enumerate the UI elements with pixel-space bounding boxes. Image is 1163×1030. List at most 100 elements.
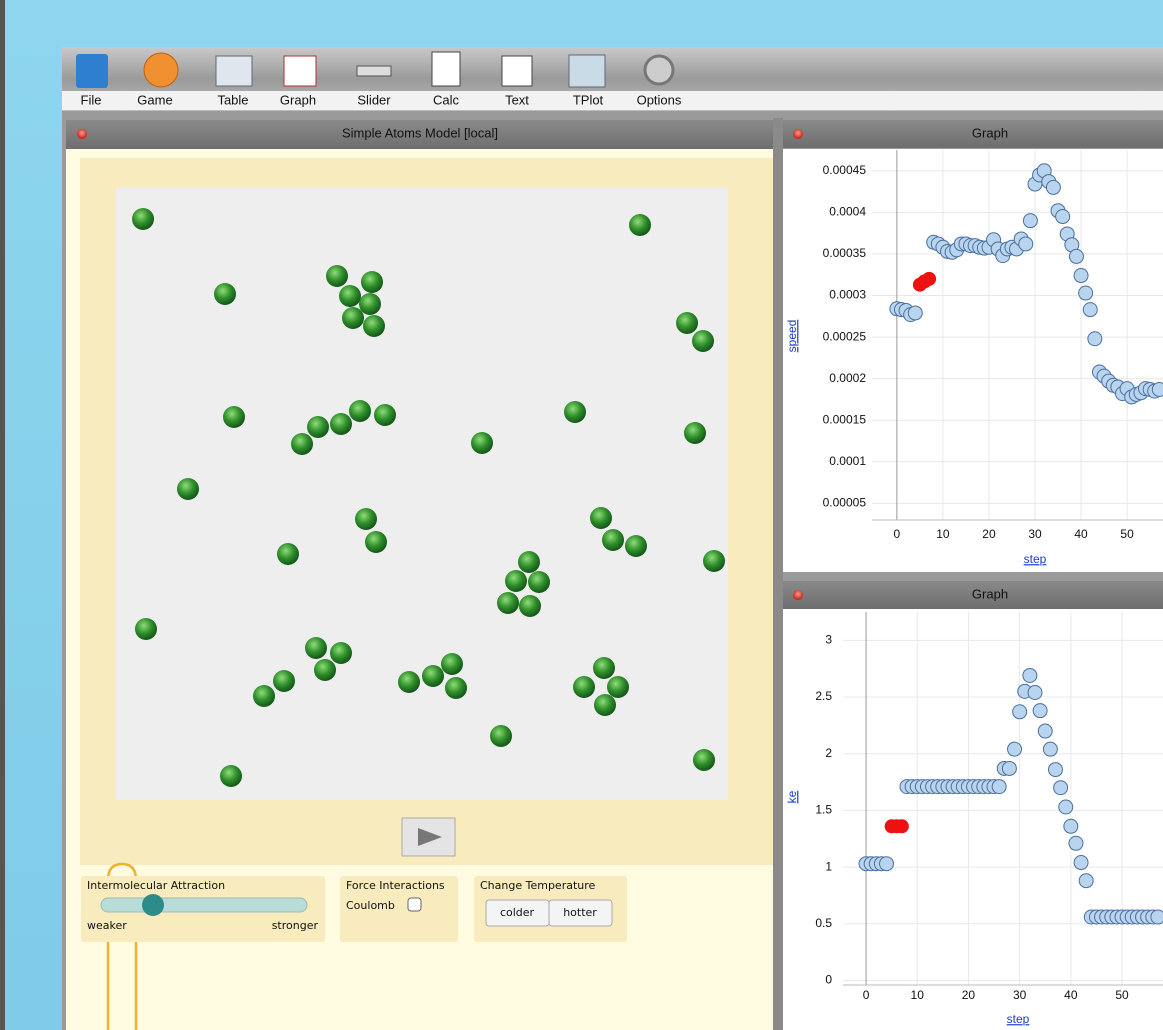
data-point	[1023, 668, 1037, 682]
atom	[607, 676, 629, 698]
toolbar-label[interactable]: Text	[505, 92, 529, 107]
data-point	[908, 306, 922, 320]
atom	[291, 433, 313, 455]
graph-icon	[284, 56, 316, 86]
atom	[497, 592, 519, 614]
data-point	[1151, 910, 1163, 924]
atom	[365, 531, 387, 553]
atom	[528, 571, 550, 593]
splitter	[773, 118, 783, 1030]
data-point	[1043, 742, 1057, 756]
atom	[355, 508, 377, 530]
file-icon	[76, 54, 108, 88]
atom	[273, 670, 295, 692]
calc-icon	[432, 52, 460, 86]
toolbar-label[interactable]: Calc	[433, 92, 460, 107]
toolbar-label[interactable]: File	[81, 92, 102, 107]
table-icon	[216, 56, 252, 86]
graph-body	[783, 609, 1163, 1030]
data-point	[1056, 210, 1070, 224]
close-button[interactable]	[77, 129, 87, 139]
slider-icon	[357, 66, 391, 76]
x-axis-label[interactable]: step	[1007, 1012, 1030, 1026]
model-title: Simple Atoms Model [local]	[342, 125, 498, 140]
y-tick-label: 2.5	[815, 689, 832, 703]
y-axis-label[interactable]: speed	[785, 320, 799, 353]
y-tick-label: 0	[825, 973, 832, 987]
data-point	[1038, 724, 1052, 738]
data-point	[1048, 763, 1062, 777]
atom	[471, 432, 493, 454]
atom	[703, 550, 725, 572]
y-tick-label: 0.5	[815, 916, 832, 930]
atom	[398, 671, 420, 693]
data-point	[1033, 704, 1047, 718]
tplot-icon	[569, 55, 605, 87]
atom	[177, 478, 199, 500]
atom	[692, 330, 714, 352]
close-button[interactable]	[793, 129, 803, 139]
slider-knob[interactable]	[142, 894, 164, 916]
atom	[314, 659, 336, 681]
close-button[interactable]	[793, 590, 803, 600]
y-tick-label: 0.00005	[823, 496, 867, 510]
text-icon	[502, 56, 532, 86]
atom	[518, 551, 540, 573]
y-tick-label: 0.0003	[829, 288, 866, 302]
atom	[590, 507, 612, 529]
atom	[676, 312, 698, 334]
atom	[693, 749, 715, 771]
data-point	[1054, 781, 1068, 795]
x-tick-label: 10	[911, 988, 925, 1002]
min-label: weaker	[87, 919, 127, 932]
atom	[625, 535, 647, 557]
atom	[326, 265, 348, 287]
atom	[593, 657, 615, 679]
slider-track[interactable]	[101, 898, 307, 912]
data-point	[1013, 705, 1027, 719]
graph-title: Graph	[972, 586, 1008, 601]
y-tick-label: 0.00045	[823, 163, 867, 177]
toolbar-label[interactable]: Graph	[280, 92, 316, 107]
atom	[374, 404, 396, 426]
atom	[305, 637, 327, 659]
toolbar-label[interactable]: TPlot	[573, 92, 604, 107]
x-tick-label: 40	[1074, 527, 1088, 541]
toolbar-label[interactable]: Table	[217, 92, 248, 107]
x-tick-label: 30	[1013, 988, 1027, 1002]
coulomb-checkbox[interactable]	[408, 898, 421, 911]
toolbar-label[interactable]: Game	[137, 92, 172, 107]
atom	[363, 315, 385, 337]
data-point	[992, 780, 1006, 794]
data-point	[922, 272, 936, 286]
atom	[277, 543, 299, 565]
y-tick-label: 0.0002	[829, 371, 866, 385]
x-tick-label: 10	[936, 527, 950, 541]
y-tick-label: 0.0001	[829, 454, 866, 468]
atom	[602, 529, 624, 551]
atom	[135, 618, 157, 640]
toolbar-label[interactable]: Options	[637, 92, 682, 107]
toolbar-label[interactable]: Slider	[357, 92, 391, 107]
x-tick-label: 0	[863, 988, 870, 1002]
atom	[359, 293, 381, 315]
x-tick-label: 30	[1028, 527, 1042, 541]
force-label: Force Interactions	[346, 879, 445, 892]
game-icon	[144, 53, 178, 87]
x-tick-label: 50	[1120, 527, 1134, 541]
atom	[342, 307, 364, 329]
data-point	[1069, 836, 1083, 850]
temperature-label: Change Temperature	[480, 879, 596, 892]
x-tick-label: 20	[962, 988, 976, 1002]
x-axis-label[interactable]: step	[1024, 552, 1047, 566]
y-axis-label[interactable]: ke	[785, 790, 799, 803]
atom	[684, 422, 706, 444]
y-tick-label: 2	[825, 746, 832, 760]
hotter-text: hotter	[563, 906, 597, 919]
atom	[505, 570, 527, 592]
atom	[330, 642, 352, 664]
data-point	[1023, 214, 1037, 228]
page: Simple Atoms Model [local] Intermolecula…	[0, 0, 1163, 1030]
coulomb-label: Coulomb	[346, 899, 395, 912]
graph-title: Graph	[972, 125, 1008, 140]
